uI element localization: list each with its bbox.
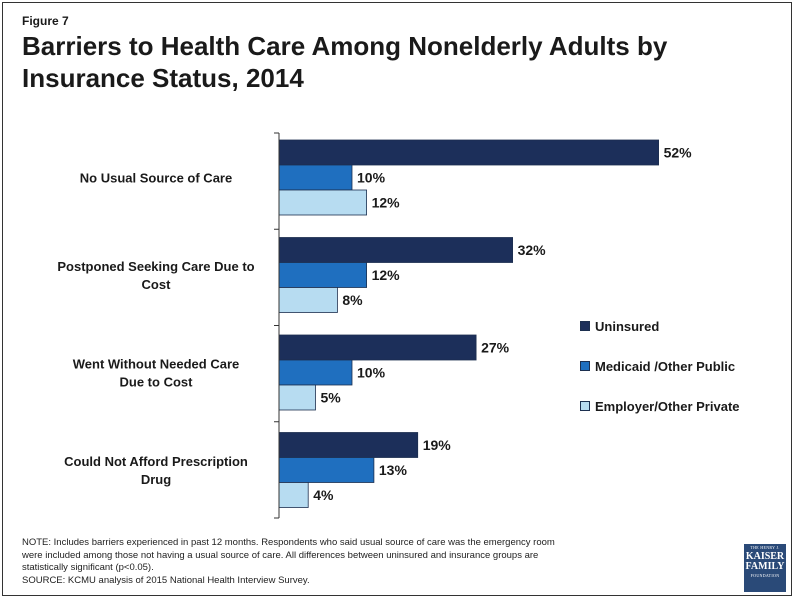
figure-label: Figure 7 [22, 14, 69, 28]
data-label-0-1: 32% [518, 242, 547, 258]
bar-medicaid-other-public-3 [278, 457, 375, 483]
legend-item-medicaid: Medicaid /Other Public [580, 346, 740, 386]
legend-swatch-medicaid [580, 361, 590, 371]
category-label-2-1: Due to Cost [120, 375, 194, 390]
bar-employer-other-private-0 [278, 189, 367, 216]
bar-uninsured-1 [278, 237, 514, 263]
data-label-2-2: 5% [321, 390, 342, 406]
legend-swatch-employer [580, 401, 590, 411]
logo-line-1: THE HENRY J. [750, 545, 780, 550]
kff-logo: THE HENRY J. KAISER FAMILY FOUNDATION [744, 544, 786, 592]
category-label-3-0: Could Not Afford Prescription [64, 454, 248, 469]
bar-uninsured-3 [278, 432, 419, 458]
bar-employer-other-private-1 [278, 287, 338, 313]
legend-item-employer: Employer/Other Private [580, 386, 740, 426]
data-label-1-3: 13% [379, 462, 408, 478]
footnote: NOTE: Includes barriers experienced in p… [22, 537, 722, 587]
bar-medicaid-other-public-0 [278, 164, 353, 191]
legend-label-medicaid: Medicaid /Other Public [595, 358, 736, 374]
data-label-0-3: 19% [423, 437, 452, 453]
bar-medicaid-other-public-2 [278, 359, 353, 386]
data-label-2-0: 12% [372, 195, 401, 211]
category-label-2-0: Went Without Needed Care [73, 357, 240, 372]
bar-employer-other-private-3 [278, 482, 309, 508]
bar-medicaid-other-public-1 [278, 262, 367, 288]
bar-employer-other-private-2 [278, 384, 316, 411]
category-label-1-0: Postponed Seeking Care Due to [57, 259, 254, 274]
data-label-1-1: 12% [372, 267, 401, 283]
legend: Uninsured Medicaid /Other Public Employe… [580, 306, 740, 426]
data-label-1-2: 10% [357, 365, 386, 381]
category-label-1-1: Cost [142, 277, 172, 292]
logo-line-2: KAISER [745, 551, 785, 562]
legend-label-employer: Employer/Other Private [595, 398, 740, 414]
data-label-2-1: 8% [342, 292, 363, 308]
bar-uninsured-0 [278, 139, 660, 166]
legend-label-uninsured: Uninsured [595, 318, 660, 334]
logo-line-3: FAMILY [745, 561, 785, 572]
note-line-2: were included among those not having a u… [22, 549, 539, 561]
data-label-0-0: 52% [664, 145, 693, 161]
legend-swatch-uninsured [580, 321, 590, 331]
chart-title: Barriers to Health Care Among Nonelderly… [22, 31, 668, 93]
bar-uninsured-2 [278, 334, 477, 361]
logo-line-4: FOUNDATION [750, 573, 780, 578]
data-label-2-3: 4% [313, 487, 334, 503]
data-label-1-0: 10% [357, 170, 386, 186]
note-line-3: statistically significant (p<0.05). [22, 562, 154, 573]
note-line-1: NOTE: Includes barriers experienced in p… [22, 537, 555, 548]
source-line: SOURCE: KCMU analysis of 2015 National H… [22, 574, 310, 586]
category-label-3-1: Drug [141, 472, 171, 487]
data-label-0-2: 27% [481, 340, 510, 356]
legend-item-uninsured: Uninsured [580, 306, 740, 346]
category-label-0-0: No Usual Source of Care [80, 171, 232, 186]
